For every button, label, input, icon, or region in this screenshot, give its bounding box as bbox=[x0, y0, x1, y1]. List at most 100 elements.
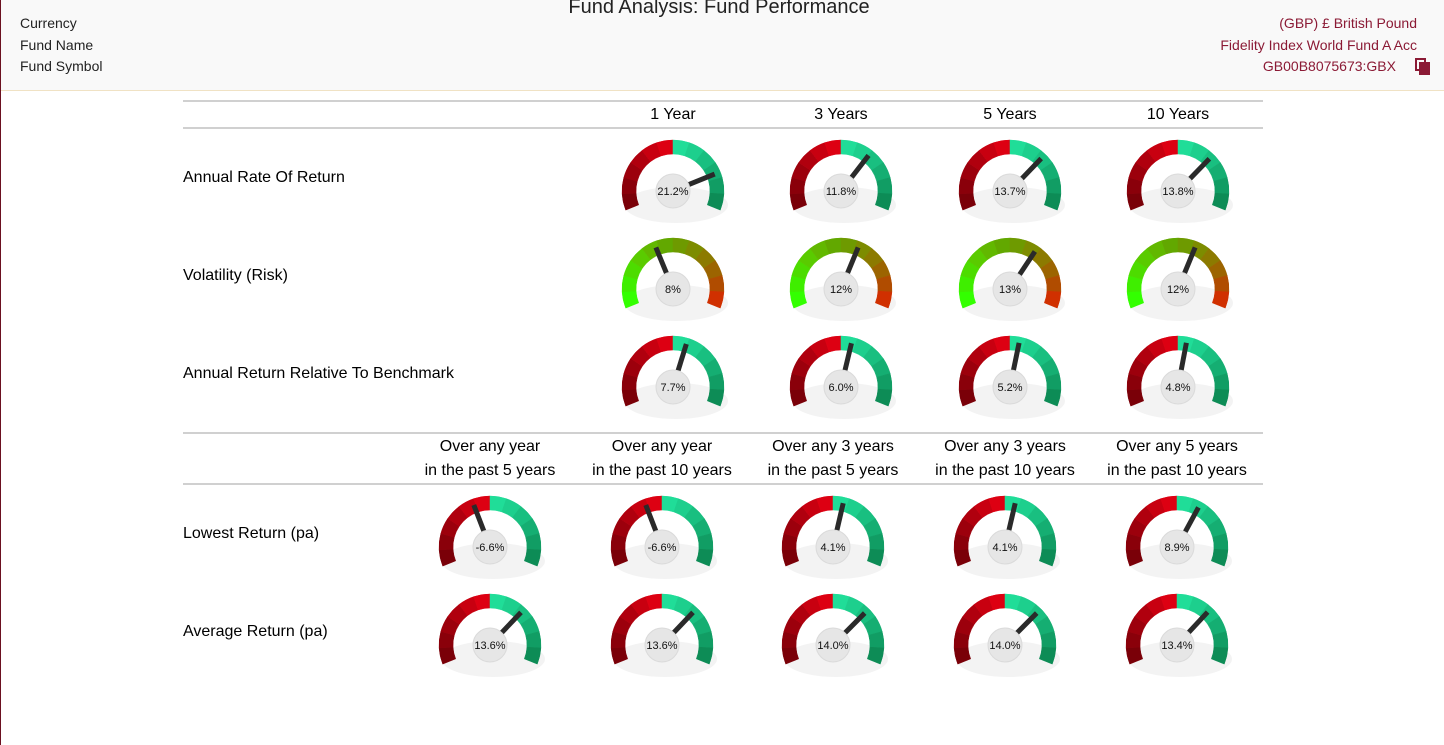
gauge-segment bbox=[1043, 290, 1062, 309]
gauge-segment bbox=[695, 548, 714, 567]
gauge-segment bbox=[523, 548, 542, 567]
gauge: 21.2% bbox=[621, 139, 728, 223]
gauge: 4.1% bbox=[781, 495, 888, 579]
gauge-hub bbox=[655, 271, 691, 307]
gauge: 5.2% bbox=[958, 335, 1065, 419]
gauge-label: 13.6% bbox=[474, 640, 505, 652]
performance-table: 1 Year 3 Years 5 Years 10 Years Annual Rate … bbox=[183, 100, 1263, 677]
gauge-segment bbox=[706, 388, 725, 407]
column-header: 1 Year bbox=[650, 106, 696, 123]
gauge-segment bbox=[1211, 192, 1230, 211]
gauge-label: 8% bbox=[665, 284, 681, 296]
header: Fund Analysis: Fund Performance Currency… bbox=[1, 0, 1444, 91]
field-value: GB00B8075673:GBX bbox=[1262, 58, 1396, 74]
gauge-hub bbox=[1160, 271, 1196, 307]
gauge-segment bbox=[1210, 548, 1229, 567]
gauge-hub bbox=[815, 529, 851, 565]
gauge: 14.0% bbox=[953, 593, 1060, 677]
gauge-segment bbox=[874, 388, 893, 407]
gauge-label: 14.0% bbox=[989, 640, 1020, 652]
gauge: 8% bbox=[621, 237, 728, 321]
gauge-hub bbox=[472, 529, 508, 565]
gauge: 4.1% bbox=[953, 495, 1060, 579]
column-header: in the past 10 years bbox=[592, 462, 732, 479]
gauge-hub bbox=[987, 627, 1023, 663]
row-label: Average Return (pa) bbox=[183, 623, 328, 640]
gauge: 4.8% bbox=[1126, 335, 1233, 419]
gauge-label: -6.6% bbox=[476, 542, 505, 554]
column-header: in the past 10 years bbox=[935, 462, 1075, 479]
gauge: 13.6% bbox=[610, 593, 717, 677]
gauge-label: 14.0% bbox=[817, 640, 848, 652]
row-label: Lowest Return (pa) bbox=[183, 525, 319, 542]
gauge-segment bbox=[866, 646, 885, 665]
gauge-segment bbox=[1210, 646, 1229, 665]
gauge: 14.0% bbox=[781, 593, 888, 677]
column-header: in the past 5 years bbox=[768, 462, 899, 479]
gauge-label: 11.8% bbox=[826, 186, 857, 198]
gauge-hub bbox=[655, 173, 691, 209]
gauge-hub bbox=[987, 529, 1023, 565]
gauge-segment bbox=[874, 192, 893, 211]
gauge-hub bbox=[815, 627, 851, 663]
gauge-hub bbox=[992, 173, 1028, 209]
field-value: Fidelity Index World Fund A Acc bbox=[1220, 37, 1417, 53]
gauge-label: 13.6% bbox=[646, 640, 677, 652]
gauge-segment bbox=[523, 646, 542, 665]
row-label: Annual Rate Of Return bbox=[183, 169, 345, 186]
column-header: Over any year bbox=[440, 438, 541, 455]
row-label: Annual Return Relative To Benchmark bbox=[183, 365, 455, 382]
gauge-segment bbox=[1211, 290, 1230, 309]
gauge-label: 13.4% bbox=[1161, 640, 1192, 652]
gauge-hub bbox=[644, 627, 680, 663]
gauge-segment bbox=[1043, 388, 1062, 407]
gauge-segment bbox=[866, 548, 885, 567]
gauge-segment bbox=[706, 192, 725, 211]
row-label: Volatility (Risk) bbox=[183, 267, 288, 284]
gauge: 13.8% bbox=[1126, 139, 1233, 223]
copy-icon[interactable] bbox=[1415, 58, 1431, 76]
page-title: Fund Analysis: Fund Performance bbox=[568, 0, 870, 18]
gauge-hub bbox=[823, 369, 859, 405]
gauge: 8.9% bbox=[1125, 495, 1232, 579]
gauge-label: 6.0% bbox=[828, 382, 853, 394]
gauge-label: 21.2% bbox=[657, 186, 688, 198]
gauge-label: 12% bbox=[1167, 284, 1189, 296]
column-header: Over any year bbox=[612, 438, 713, 455]
gauge-label: 8.9% bbox=[1164, 542, 1189, 554]
gauge-label: 13.8% bbox=[1162, 186, 1193, 198]
column-header: in the past 10 years bbox=[1107, 462, 1247, 479]
field-value: (GBP) £ British Pound bbox=[1279, 15, 1417, 31]
gauge-segment bbox=[874, 290, 893, 309]
field-label: Fund Symbol bbox=[20, 58, 103, 74]
gauge-label: 4.8% bbox=[1165, 382, 1190, 394]
gauge: 13.4% bbox=[1125, 593, 1232, 677]
gauge-hub bbox=[1160, 369, 1196, 405]
gauge-hub bbox=[1159, 529, 1195, 565]
gauge-hub bbox=[472, 627, 508, 663]
gauge-label: -6.6% bbox=[648, 542, 677, 554]
gauge-segment bbox=[1043, 192, 1062, 211]
gauge: 6.0% bbox=[789, 335, 896, 419]
column-header: 5 Years bbox=[983, 106, 1036, 123]
column-header: Over any 5 years bbox=[1116, 438, 1238, 455]
gauge-label: 13.7% bbox=[994, 186, 1025, 198]
column-header: 3 Years bbox=[814, 106, 867, 123]
gauge: 11.8% bbox=[789, 139, 896, 223]
gauge-hub bbox=[644, 529, 680, 565]
gauge-hub bbox=[823, 271, 859, 307]
gauge-label: 5.2% bbox=[997, 382, 1022, 394]
gauge: 7.7% bbox=[621, 335, 728, 419]
gauge: 13.6% bbox=[438, 593, 545, 677]
field-label: Fund Name bbox=[20, 37, 94, 53]
gauge: 12% bbox=[1126, 237, 1233, 321]
gauge-hub bbox=[1160, 173, 1196, 209]
gauge-label: 4.1% bbox=[992, 542, 1017, 554]
column-header: Over any 3 years bbox=[944, 438, 1066, 455]
gauge-label: 4.1% bbox=[820, 542, 845, 554]
column-header: 10 Years bbox=[1147, 106, 1209, 123]
field-label: Currency bbox=[20, 15, 77, 31]
gauge-label: 7.7% bbox=[660, 382, 685, 394]
gauge: -6.6% bbox=[610, 495, 717, 579]
